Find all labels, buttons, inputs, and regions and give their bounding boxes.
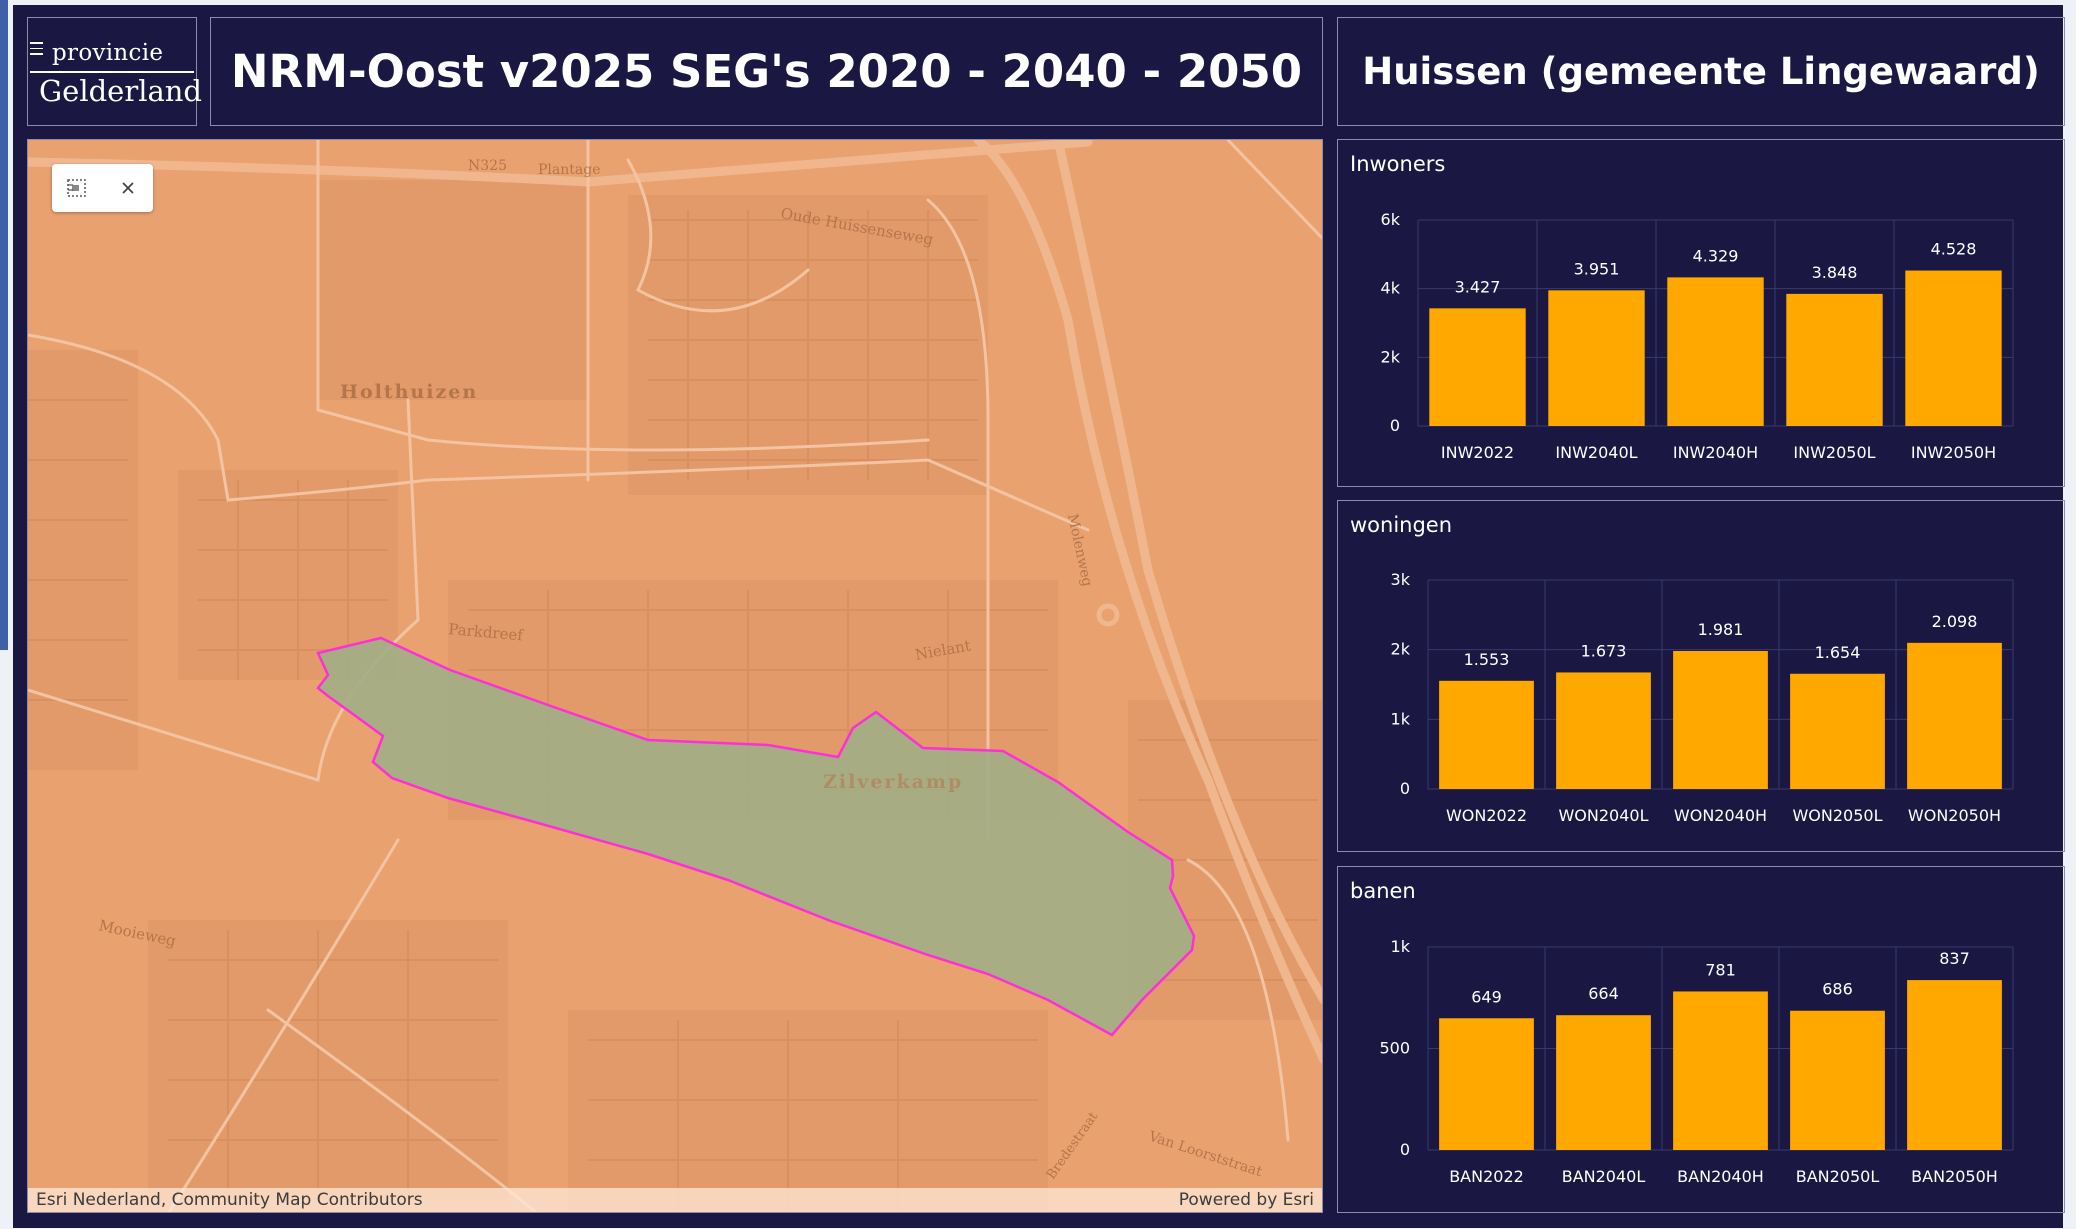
y-tick-label: 3k: [1391, 570, 1411, 589]
bar-value-label: 1.981: [1698, 620, 1744, 639]
bar[interactable]: [1907, 980, 2002, 1150]
bar-value-label: 4.528: [1931, 240, 1977, 259]
map-label-plantage: Plantage: [538, 162, 600, 178]
x-tick-label: INW2050L: [1793, 443, 1875, 462]
bar[interactable]: [1439, 1018, 1534, 1150]
select-by-area-button[interactable]: [52, 164, 103, 212]
x-tick-label: WON2050H: [1908, 806, 2001, 825]
chart-panel-inwoners: Inwoners 0 2k 4k 6k 3.427 INW2022 3.951 INW2040…: [1337, 139, 2065, 487]
bar-value-label: 3.951: [1574, 259, 1620, 278]
y-tick-label: 6k: [1381, 210, 1401, 229]
bar[interactable]: [1790, 1010, 1885, 1150]
x-tick-label: BAN2050L: [1796, 1167, 1880, 1186]
bar-value-label: 1.654: [1815, 643, 1861, 662]
y-tick-label: 4k: [1381, 279, 1401, 298]
bar-value-label: 1.553: [1464, 650, 1510, 669]
x-tick-label: INW2050H: [1911, 443, 1996, 462]
x-tick-label: INW2022: [1441, 443, 1514, 462]
bar[interactable]: [1673, 991, 1768, 1150]
bar[interactable]: [1905, 270, 2002, 426]
bar[interactable]: [1673, 650, 1768, 789]
browser-edge: [0, 0, 8, 650]
chart-inwoners: 0 2k 4k 6k 3.427 INW2022 3.951 INW2040L 4.329 INW…: [1381, 210, 2014, 462]
page-title: NRM-Oost v2025 SEG's 2020 - 2040 - 2050: [210, 17, 1323, 126]
map-canvas[interactable]: N325 Plantage Oude Huissenseweg Holthuiz…: [28, 140, 1323, 1213]
bar-value-label: 781: [1705, 960, 1736, 979]
map-attribution: Esri Nederland, Community Map Contributo…: [28, 1188, 1322, 1212]
map-label-van-loorststraat: Van Loorststraat: [1146, 1128, 1265, 1180]
bar-value-label: 649: [1471, 987, 1502, 1006]
bar-value-label: 686: [1822, 980, 1853, 999]
x-tick-label: WON2022: [1446, 806, 1527, 825]
bar-value-label: 3.427: [1455, 277, 1501, 296]
y-tick-label: 1k: [1391, 937, 1411, 956]
x-tick-label: BAN2022: [1449, 1167, 1524, 1186]
clear-selection-button[interactable]: [103, 164, 154, 212]
bar-value-label: 3.848: [1812, 263, 1858, 282]
bar[interactable]: [1548, 290, 1645, 426]
bar[interactable]: [1667, 277, 1764, 426]
bar[interactable]: [1556, 672, 1651, 789]
chart-title-banen: banen: [1350, 879, 1416, 903]
map-label-n325: N325: [468, 158, 507, 174]
map-toolbar: [52, 164, 153, 212]
x-tick-label: WON2040L: [1558, 806, 1648, 825]
y-tick-label: 0: [1400, 779, 1410, 798]
logo-line1: provincie: [52, 40, 164, 66]
bar[interactable]: [1556, 1015, 1651, 1150]
select-area-icon: [67, 179, 86, 197]
y-tick-label: 0: [1390, 416, 1400, 435]
x-tick-label: INW2040H: [1673, 443, 1758, 462]
x-tick-label: INW2040L: [1555, 443, 1637, 462]
x-tick-label: WON2050L: [1792, 806, 1882, 825]
map-label-molenweg: Molenweg: [1064, 513, 1095, 589]
logo: provincie Gelderland: [27, 17, 202, 126]
x-tick-label: BAN2040H: [1677, 1167, 1764, 1186]
selected-area-polygon[interactable]: [316, 636, 1196, 1037]
bar-value-label: 4.329: [1693, 246, 1739, 265]
powered-by-esri[interactable]: Powered by Esri: [1178, 1190, 1314, 1210]
bar[interactable]: [1790, 673, 1885, 789]
chart-panel-woningen: woningen 0 1k 2k 3k 1.553 WON2022 1.673 WON2040…: [1337, 500, 2065, 852]
bar[interactable]: [1429, 308, 1526, 426]
x-tick-label: BAN2050H: [1911, 1167, 1998, 1186]
y-tick-label: 0: [1400, 1140, 1410, 1159]
y-tick-label: 1k: [1391, 709, 1411, 728]
bar-value-label: 837: [1939, 949, 1970, 968]
x-tick-label: BAN2040L: [1562, 1167, 1646, 1186]
close-icon: [122, 182, 134, 194]
chart-panel-banen: banen 0 500 1k 649 BAN2022 664 BAN2040L 781 BAN2…: [1337, 866, 2065, 1213]
map-label-bredestraat: Bredestraat: [1044, 1109, 1102, 1182]
attribution-source: Esri Nederland, Community Map Contributo…: [36, 1190, 423, 1210]
region-title: Huissen (gemeente Lingewaard): [1337, 17, 2065, 126]
menu-icon[interactable]: [30, 42, 43, 59]
y-tick-label: 2k: [1381, 347, 1401, 366]
map-label-holthuizen: Holthuizen: [340, 381, 478, 403]
bar[interactable]: [1786, 293, 1883, 426]
bar-value-label: 2.098: [1932, 612, 1978, 631]
y-tick-label: 500: [1379, 1039, 1410, 1058]
bar-value-label: 1.673: [1581, 641, 1627, 660]
chart-title-woningen: woningen: [1350, 513, 1453, 537]
map-view[interactable]: N325 Plantage Oude Huissenseweg Holthuiz…: [27, 139, 1323, 1213]
bar[interactable]: [1907, 642, 2002, 789]
bar-value-label: 664: [1588, 984, 1619, 1003]
map-label-zilverkamp: Zilverkamp: [823, 771, 963, 793]
logo-line2: Gelderland: [39, 74, 202, 108]
chart-woningen: 0 1k 2k 3k 1.553 WON2022 1.673 WON2040L 1.981 WON…: [1391, 570, 2014, 825]
bar[interactable]: [1439, 680, 1534, 789]
x-tick-label: WON2040H: [1674, 806, 1767, 825]
y-tick-label: 2k: [1391, 640, 1411, 659]
chart-title-inwoners: Inwoners: [1350, 152, 1446, 176]
chart-banen: 0 500 1k 649 BAN2022 664 BAN2040L 781 BAN2040H 68…: [1379, 937, 2014, 1186]
